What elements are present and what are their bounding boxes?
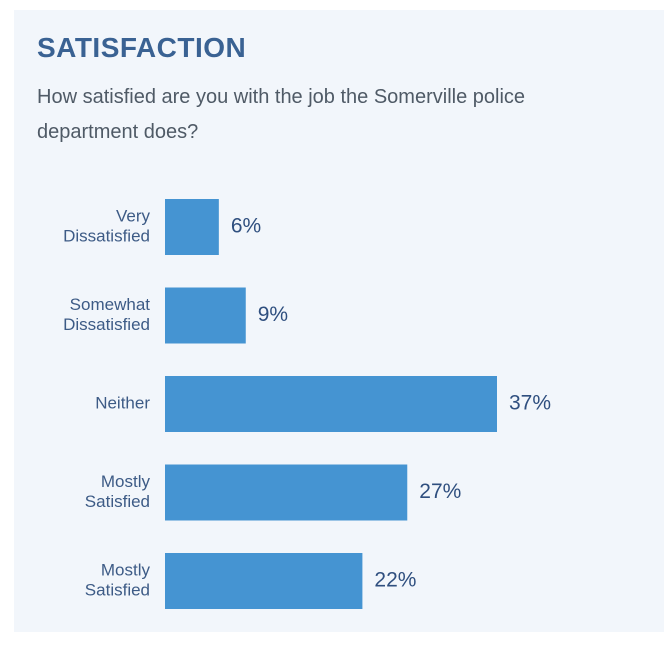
- value-label-2: 37%: [509, 392, 551, 415]
- category-label-4: Mostly Satisfied: [85, 560, 151, 599]
- chart-panel: [14, 10, 664, 632]
- chart-title: SATISFACTION: [37, 32, 247, 63]
- category-label-1: Somewhat Dissatisfied: [63, 295, 150, 334]
- value-label-0: 6%: [231, 215, 261, 238]
- value-label-4: 22%: [374, 569, 416, 592]
- category-label-0: Very Dissatisfied: [63, 206, 150, 245]
- bar-1: [165, 287, 246, 344]
- category-label-3: Mostly Satisfied: [85, 472, 151, 511]
- bar-3: [165, 464, 408, 521]
- value-label-3: 27%: [419, 480, 461, 503]
- bar-2: [165, 376, 497, 432]
- chart-subtitle: How satisfied are you with the job the S…: [37, 86, 526, 143]
- value-label-1: 9%: [258, 303, 288, 326]
- bar-4: [165, 553, 363, 609]
- bar-0: [165, 199, 219, 255]
- category-label-2: Neither: [95, 393, 150, 412]
